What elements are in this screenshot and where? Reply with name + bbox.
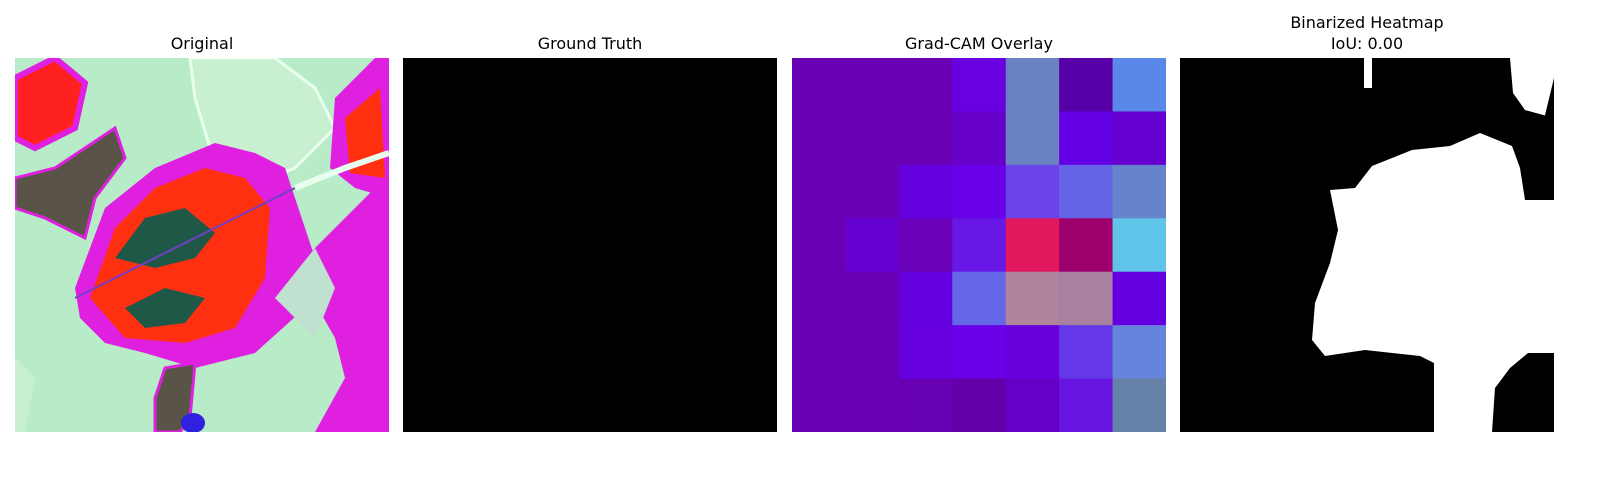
gradcam-cell <box>952 325 1007 380</box>
gradcam-cell <box>1112 325 1166 380</box>
gradcam-cell <box>1112 218 1166 273</box>
binarized-heatmap <box>1180 58 1554 432</box>
binarized-panel: Binarized Heatmap IoU: 0.00 <box>1180 0 1554 500</box>
gradcam-cell <box>792 325 847 380</box>
gradcam-cell <box>845 378 900 432</box>
gradcam-cell <box>792 164 847 219</box>
gradcam-cell <box>845 111 900 166</box>
gradcam-cell <box>1005 325 1060 380</box>
gradcam-cell <box>898 164 953 219</box>
gradcam-cell <box>1059 325 1114 380</box>
gradcam-cell <box>1112 111 1166 166</box>
gradcam-title: Grad-CAM Overlay <box>905 34 1053 53</box>
gradcam-cell <box>1005 164 1060 219</box>
gradcam-cell <box>792 378 847 432</box>
gradcam-cell <box>1005 271 1060 326</box>
gradcam-cell <box>845 58 900 113</box>
ground-truth-panel: Ground Truth <box>403 0 777 500</box>
gradcam-cell <box>952 271 1007 326</box>
gradcam-cell <box>952 111 1007 166</box>
gradcam-cell <box>1059 58 1114 113</box>
gradcam-cell <box>1059 378 1114 432</box>
gradcam-cell <box>952 218 1007 273</box>
original-image <box>15 58 389 432</box>
gradcam-cell <box>845 325 900 380</box>
original-title: Original <box>170 34 234 53</box>
gradcam-cell <box>952 58 1007 113</box>
gradcam-panel: Grad-CAM Overlay <box>792 0 1166 500</box>
gradcam-cell <box>792 218 847 273</box>
gradcam-cell <box>898 271 953 326</box>
gradcam-cell <box>1112 378 1166 432</box>
gradcam-cell <box>952 378 1007 432</box>
gradcam-cell <box>898 111 953 166</box>
gradcam-cell <box>1112 271 1166 326</box>
gradcam-cell <box>1059 218 1114 273</box>
gradcam-cell <box>898 58 953 113</box>
gradcam-cell <box>898 218 953 273</box>
gradcam-cell <box>792 58 847 113</box>
gradcam-cell <box>1059 271 1114 326</box>
gradcam-cell <box>845 271 900 326</box>
gradcam-cell <box>898 378 953 432</box>
gradcam-cell <box>845 164 900 219</box>
gradcam-cell <box>1005 111 1060 166</box>
gradcam-cell <box>1005 378 1060 432</box>
gradcam-cell <box>845 218 900 273</box>
gradcam-overlay <box>792 58 1166 432</box>
ground-truth-title: Ground Truth <box>537 34 643 53</box>
iou-label: IoU: 0.00 <box>1330 34 1404 53</box>
gradcam-cell <box>1005 218 1060 273</box>
gradcam-cell <box>792 111 847 166</box>
original-panel: Original <box>15 0 389 500</box>
gradcam-cell <box>1112 164 1166 219</box>
gradcam-cell <box>1112 58 1166 113</box>
gradcam-cell <box>792 271 847 326</box>
ground-truth-mask <box>403 58 777 432</box>
binarized-title: Binarized Heatmap <box>1290 13 1444 32</box>
gradcam-cell <box>1005 58 1060 113</box>
gradcam-cell <box>1059 164 1114 219</box>
gradcam-cell <box>898 325 953 380</box>
gradcam-cell <box>952 164 1007 219</box>
gradcam-cell <box>1059 111 1114 166</box>
